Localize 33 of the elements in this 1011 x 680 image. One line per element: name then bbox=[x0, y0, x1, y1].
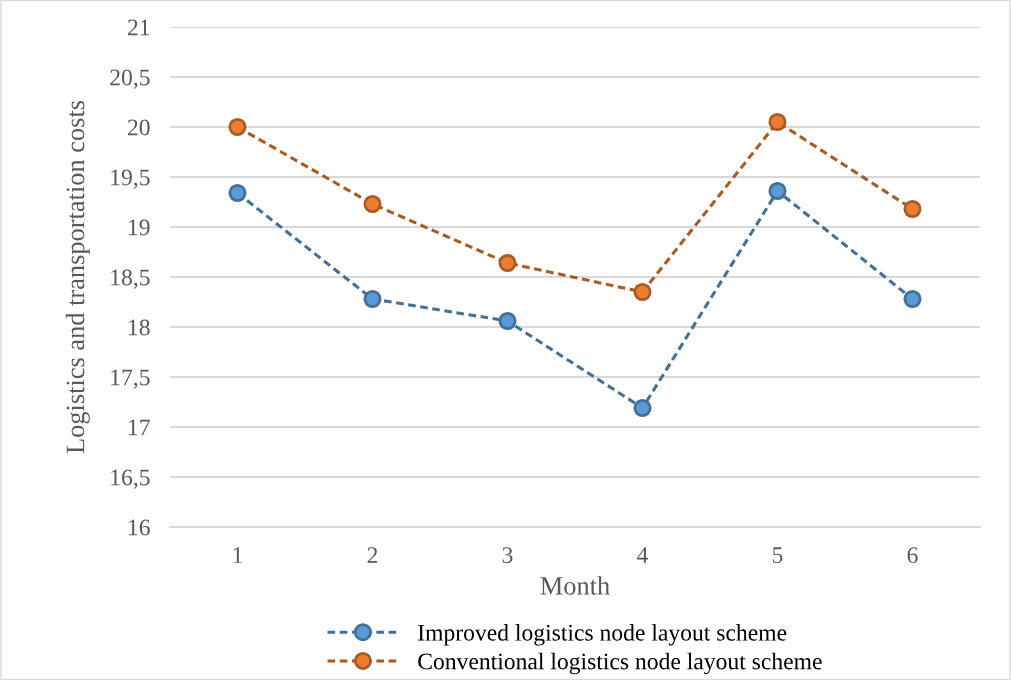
point bbox=[228, 117, 247, 137]
point bbox=[768, 112, 787, 132]
x-tick-label: 1 bbox=[233, 547, 242, 563]
y-tick-label: 20 bbox=[127, 119, 150, 136]
legend-label: Conventional logistics node layout scheme bbox=[418, 652, 822, 675]
point bbox=[228, 183, 247, 203]
y-tick-label: 19 bbox=[129, 219, 150, 236]
y-axis-title: Logistics and transportation costs bbox=[65, 100, 90, 454]
x-tick-label: 4 bbox=[637, 547, 649, 563]
x-tick-label: 5 bbox=[772, 547, 783, 564]
point bbox=[498, 311, 517, 331]
x-tick-label: 2 bbox=[367, 547, 378, 563]
point bbox=[363, 289, 382, 309]
y-tick-label: 19,5 bbox=[111, 169, 150, 189]
point bbox=[903, 199, 922, 219]
y-tick-label: 18,5 bbox=[111, 269, 150, 289]
point bbox=[498, 253, 517, 273]
y-tick-label: 16 bbox=[129, 519, 150, 536]
y-tick-label: 21 bbox=[127, 19, 150, 36]
legend-label: Improved logistics node layout scheme bbox=[418, 624, 787, 646]
point bbox=[903, 289, 922, 309]
point bbox=[363, 194, 382, 214]
x-tick-label: 6 bbox=[907, 547, 918, 564]
y-tick-label: 17 bbox=[129, 419, 150, 436]
point bbox=[633, 282, 652, 302]
point bbox=[633, 398, 652, 418]
x-tick-label: 3 bbox=[502, 547, 513, 564]
point bbox=[768, 181, 787, 201]
y-tick-label: 20,5 bbox=[110, 69, 150, 89]
y-tick-label: 16,5 bbox=[111, 469, 150, 489]
y-tick-label: 17,5 bbox=[111, 369, 150, 389]
y-tick-label: 18 bbox=[129, 319, 150, 336]
x-axis-title: Month bbox=[540, 576, 610, 595]
